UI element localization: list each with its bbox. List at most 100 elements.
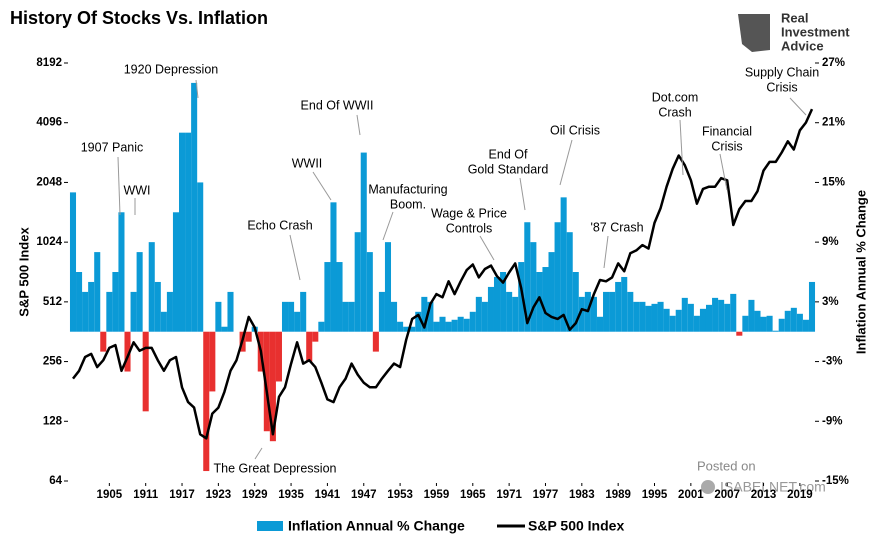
inflation-bar: [124, 331, 131, 372]
annotation: Echo Crash: [247, 218, 312, 232]
inflation-bar: [318, 321, 325, 332]
y-axis-label: S&P 500 Index: [16, 227, 31, 317]
legend-swatch: [257, 521, 283, 531]
inflation-bar: [76, 272, 83, 332]
logo-text: Investment: [781, 24, 850, 39]
inflation-bar: [263, 331, 270, 432]
inflation-bar: [154, 281, 161, 332]
watermark: ISABELNET.com: [720, 479, 826, 495]
x-tick-label: 1905: [97, 489, 123, 501]
y-tick-label: 512: [43, 296, 62, 308]
inflation-bar: [572, 272, 579, 332]
annotation-arrow: [519, 177, 526, 211]
annotation-arrow: [719, 153, 728, 191]
annotation: WWI: [123, 183, 150, 197]
annotation: Crisis: [711, 139, 742, 153]
inflation-bar: [566, 232, 573, 332]
logo-icon: [738, 14, 770, 52]
inflation-bar: [554, 222, 561, 332]
x-tick-label: 2001: [678, 489, 704, 501]
inflation-bar: [294, 311, 301, 332]
inflation-bar: [506, 291, 513, 332]
inflation-bar: [342, 301, 349, 332]
x-tick-label: 1983: [569, 489, 595, 501]
annotation: 1907 Panic: [81, 140, 144, 154]
annotation: Supply Chain: [745, 65, 819, 79]
inflation-bar: [372, 331, 379, 352]
inflation-bar: [185, 132, 192, 332]
y2-tick-label: 15%: [822, 176, 845, 188]
inflation-bar: [397, 321, 404, 332]
inflation-bar: [330, 202, 337, 332]
inflation-bar: [754, 310, 761, 332]
y-tick-label: 256: [43, 356, 62, 368]
inflation-bar: [651, 303, 658, 332]
inflation-bar: [778, 318, 785, 332]
inflation-bar: [675, 309, 682, 332]
x-tick-label: 2019: [787, 489, 813, 501]
inflation-bar: [760, 316, 767, 332]
inflation-bar: [578, 296, 585, 332]
inflation-bar: [409, 326, 416, 332]
inflation-bar: [360, 152, 367, 332]
inflation-bar: [463, 318, 470, 332]
x-tick-label: 1959: [424, 489, 450, 501]
y2-tick-label: -9%: [822, 415, 842, 427]
inflation-bar: [172, 212, 180, 332]
inflation-bar: [724, 303, 731, 332]
inflation-bar: [790, 307, 797, 332]
y2-tick-label: 21%: [822, 117, 845, 129]
inflation-bar: [693, 315, 700, 332]
inflation-bar: [148, 242, 155, 332]
legend-label: Inflation Annual % Change: [288, 518, 465, 534]
inflation-bar: [403, 326, 410, 332]
annotation: Controls: [446, 221, 493, 235]
annotation-arrow: [254, 447, 263, 460]
inflation-bar: [312, 331, 319, 342]
x-tick-label: 1947: [351, 489, 377, 501]
inflation-bar: [560, 197, 567, 332]
x-tick-label: 1953: [387, 489, 413, 501]
x-tick-label: 1911: [133, 489, 159, 501]
x-tick-label: 1929: [242, 489, 268, 501]
annotation: Manufacturing: [368, 182, 447, 196]
inflation-bar: [536, 272, 543, 332]
inflation-bar: [130, 291, 137, 332]
annotation: Gold Standard: [468, 162, 549, 176]
annotation: End Of WWII: [301, 98, 374, 112]
inflation-bar: [500, 272, 507, 332]
x-tick-label: 1989: [605, 489, 631, 501]
inflation-bar: [275, 331, 282, 382]
inflation-bar: [766, 315, 773, 332]
watermark-icon: [701, 480, 715, 494]
inflation-bar: [687, 303, 694, 332]
inflation-bar: [772, 330, 779, 332]
annotation: Crisis: [766, 80, 797, 94]
inflation-bar: [530, 242, 537, 332]
inflation-bar: [100, 331, 107, 352]
inflation-bar: [669, 315, 676, 332]
y2-tick-label: 9%: [822, 236, 839, 248]
inflation-bar: [718, 299, 725, 332]
inflation-bar: [481, 301, 488, 332]
inflation-bar: [106, 291, 113, 332]
inflation-bar: [663, 308, 670, 332]
inflation-bar: [288, 301, 295, 332]
sp500-line: [72, 108, 814, 440]
y2-tick-label: -15%: [822, 475, 849, 487]
inflation-bar: [639, 301, 646, 332]
annotation-arrow: [382, 211, 394, 241]
y2-tick-label: 3%: [822, 296, 839, 308]
inflation-bar: [487, 286, 494, 332]
inflation-bar: [197, 182, 204, 332]
inflation-bar: [112, 272, 119, 332]
inflation-bar: [609, 291, 616, 332]
inflation-bar: [221, 326, 228, 332]
inflation-bar: [384, 242, 392, 332]
inflation-bar: [596, 316, 604, 332]
x-tick-label: 1971: [496, 489, 522, 501]
inflation-bar: [796, 313, 803, 332]
x-tick-label: 1941: [315, 489, 341, 501]
y-tick-label: 2048: [36, 176, 62, 188]
inflation-bar: [166, 291, 173, 332]
